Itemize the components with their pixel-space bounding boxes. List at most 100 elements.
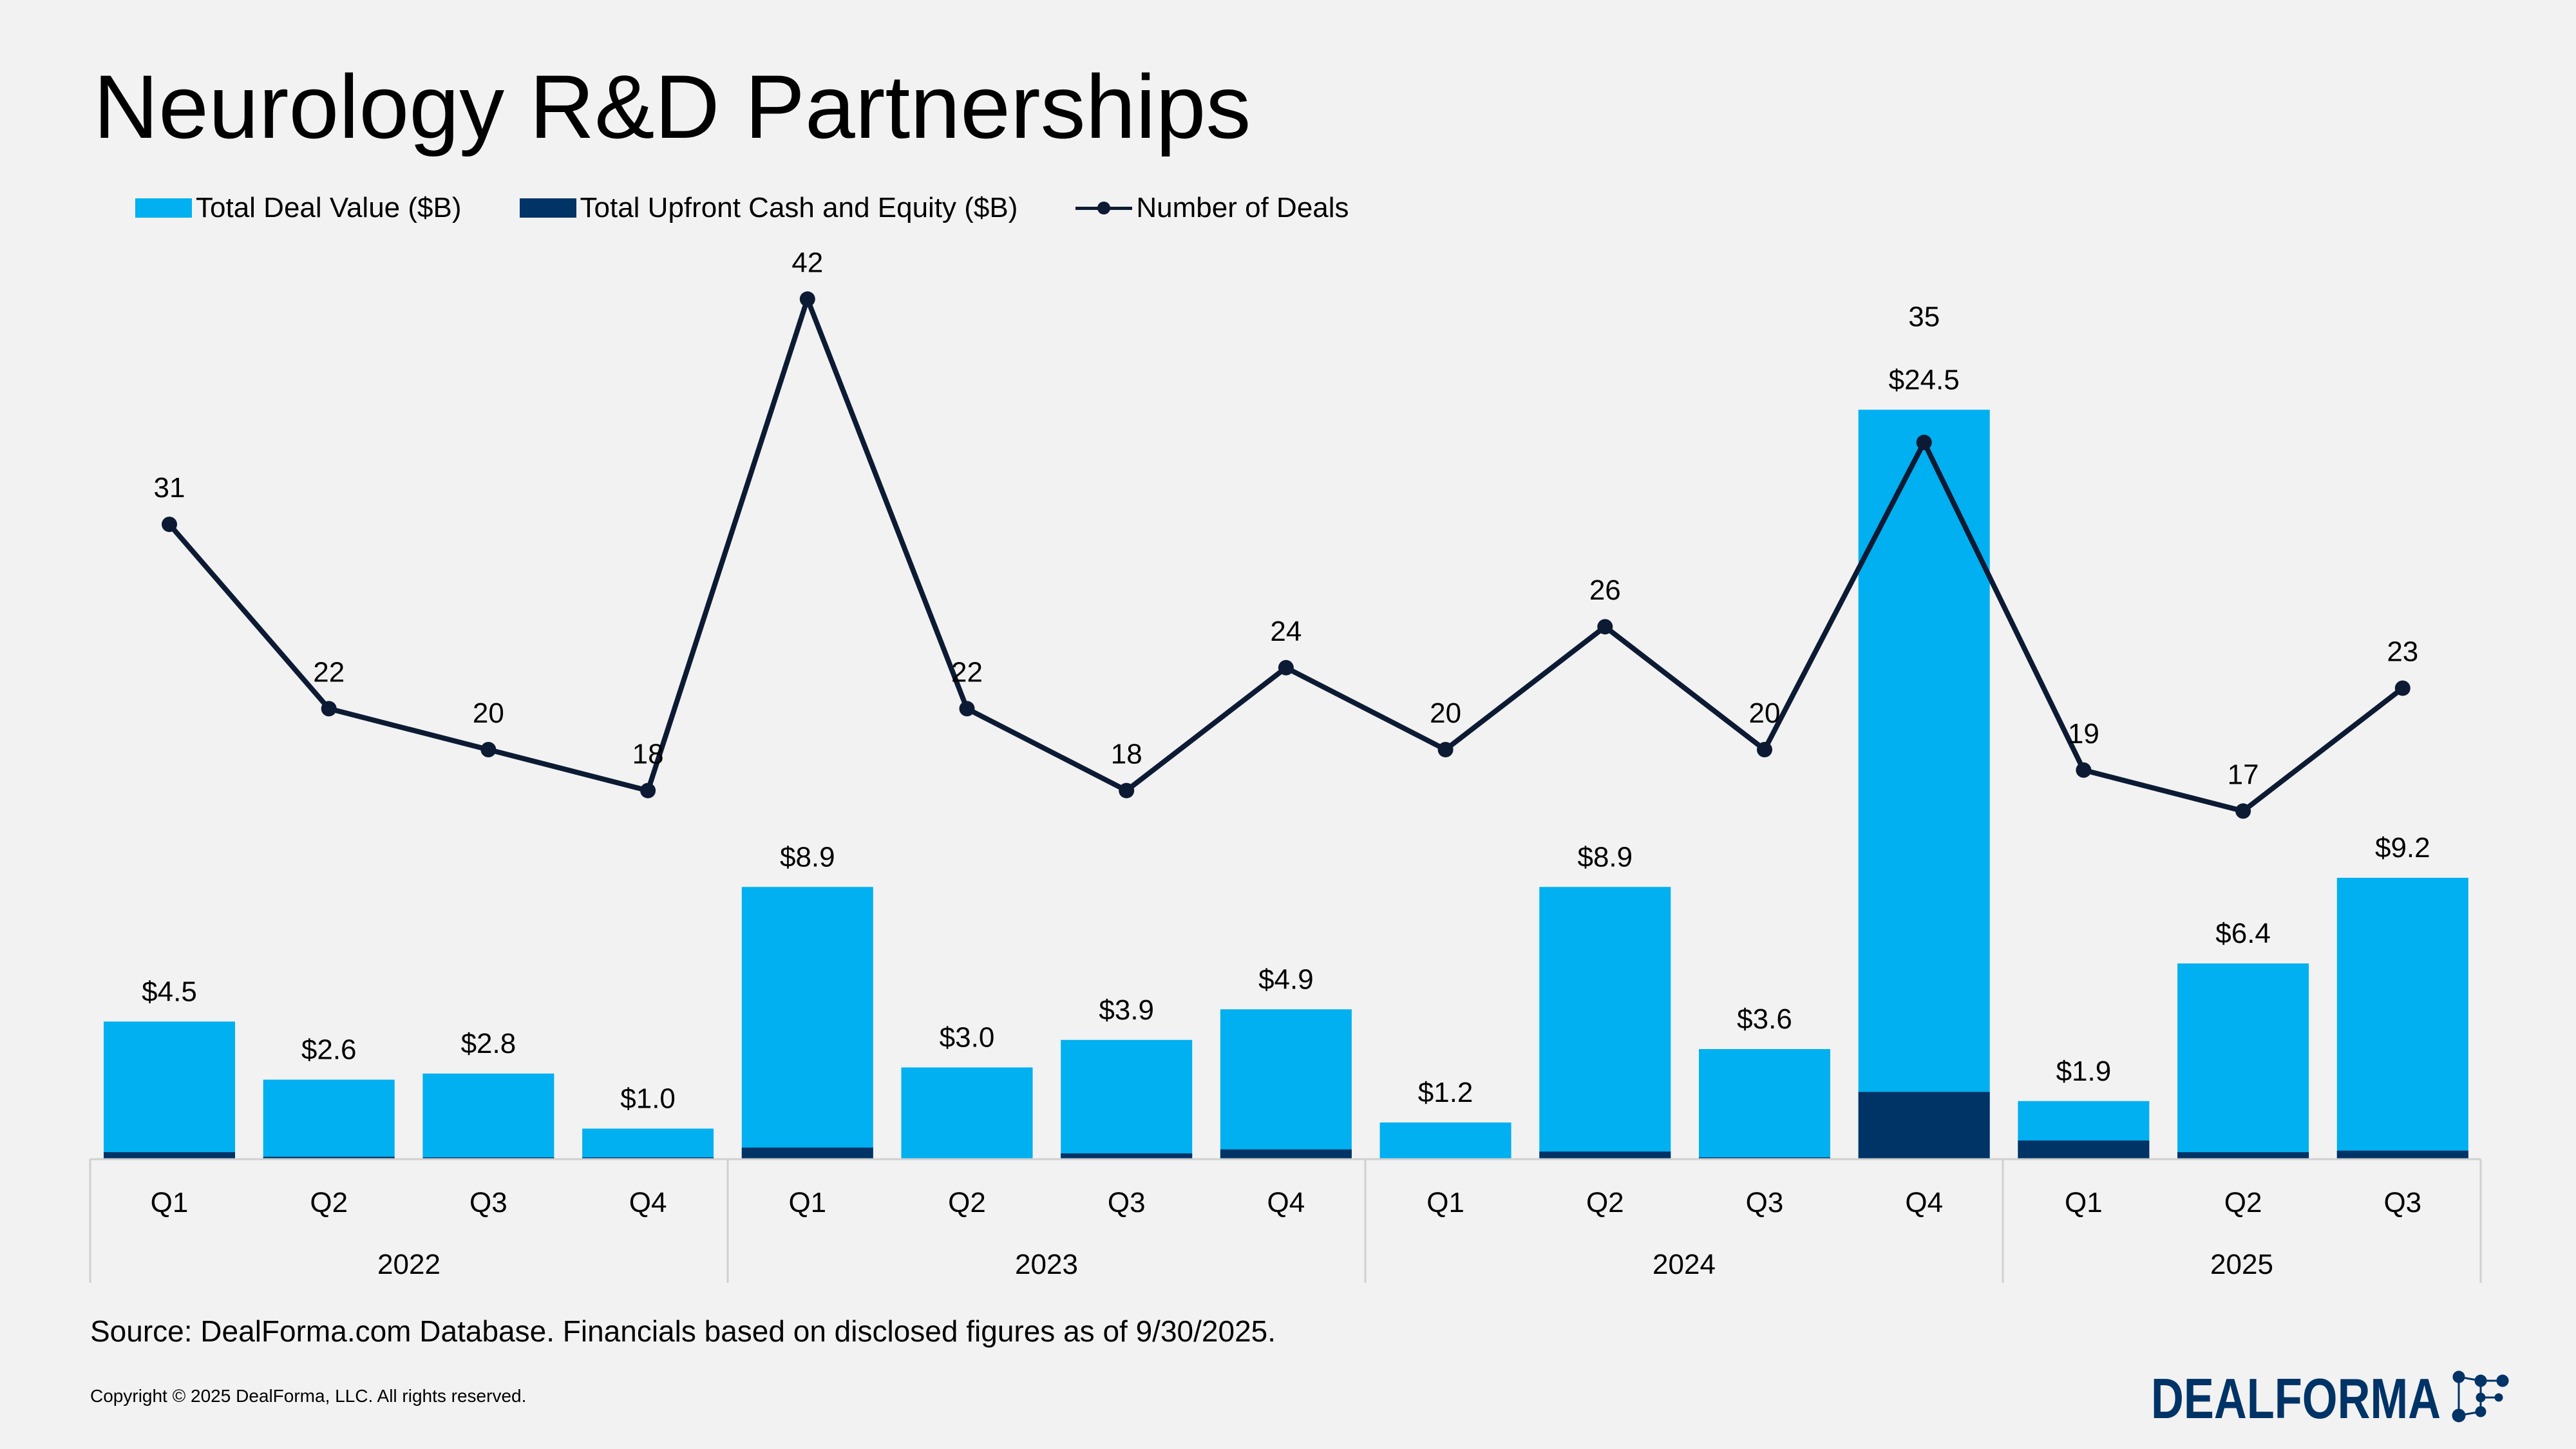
bar-total-deal-value: [741, 887, 873, 1159]
bar-total-deal-value: [1539, 887, 1671, 1159]
deals-label: 35: [1908, 301, 1940, 332]
year-label: 2023: [1015, 1249, 1078, 1280]
deals-point: [1119, 782, 1135, 799]
legend-label: Number of Deals: [1136, 192, 1349, 223]
deals-label: 20: [473, 697, 504, 729]
deals-label: 24: [1270, 616, 1302, 647]
page-title: Neurology R&D Partnerships: [93, 56, 1251, 157]
year-label: 2024: [1653, 1249, 1716, 1280]
bar-value-label: $3.9: [1099, 994, 1154, 1026]
bar-value-label: $8.9: [780, 841, 835, 873]
bar-value-label: $1.9: [2056, 1056, 2112, 1087]
deals-point: [1757, 742, 1772, 757]
source-note: Source: DealForma.com Database. Financia…: [90, 1314, 1276, 1348]
bar-total-deal-value: [104, 1021, 235, 1159]
x-tick-label: Q4: [1905, 1187, 1943, 1218]
deals-point: [1278, 659, 1294, 676]
deals-label: 42: [791, 247, 823, 278]
x-tick-label: Q1: [1426, 1187, 1464, 1218]
deals-point: [799, 291, 815, 307]
deals-label: 20: [1430, 697, 1461, 729]
bar-value-label: $24.5: [1889, 364, 1960, 395]
dealforma-logo: DEALFORMA: [2151, 1367, 2509, 1430]
x-tick-label: Q2: [2224, 1187, 2262, 1218]
bar-value-label: $8.9: [1577, 841, 1633, 873]
bar-upfront: [1061, 1153, 1193, 1159]
x-tick-label: Q2: [1586, 1187, 1624, 1218]
bar-value-label: $2.6: [301, 1034, 357, 1066]
legend-label: Total Deal Value ($B): [196, 192, 462, 223]
deals-point: [1916, 435, 1932, 450]
x-tick-label: Q1: [2065, 1187, 2103, 1218]
deals-point: [640, 782, 656, 799]
bar-value-label: $4.5: [142, 976, 197, 1007]
bar-value-label: $1.0: [620, 1083, 676, 1115]
bar-total-deal-value: [2336, 878, 2468, 1159]
x-tick-label: Q3: [1108, 1187, 1146, 1218]
bar-value-label: $6.4: [2215, 918, 2271, 949]
x-tick-label: Q2: [310, 1187, 348, 1218]
x-tick-label: Q3: [2383, 1187, 2421, 1218]
legend-swatch-upfront: [519, 198, 576, 218]
bar-total-deal-value: [582, 1128, 714, 1159]
deals-point: [2076, 762, 2092, 778]
x-tick-label: Q2: [948, 1187, 986, 1218]
bar-value-label: $4.9: [1258, 963, 1314, 995]
bar-total-deal-value: [1699, 1049, 1830, 1159]
x-tick-label: Q4: [1267, 1187, 1305, 1218]
bar-upfront: [741, 1147, 873, 1159]
svg-text:DEALFORMA: DEALFORMA: [2151, 1367, 2441, 1430]
x-tick-label: Q1: [151, 1187, 189, 1218]
deals-point: [480, 742, 497, 757]
legend-swatch-total: [135, 198, 192, 218]
legend-swatch-line: [1075, 198, 1133, 218]
bar-total-deal-value: [422, 1074, 554, 1159]
deals-point: [2394, 680, 2410, 696]
bar-value-label: $2.8: [461, 1028, 516, 1059]
deals-point: [321, 701, 337, 717]
bar-upfront: [263, 1157, 395, 1159]
legend-item-total-deal-value: Total Deal Value ($B): [135, 192, 462, 224]
deals-label: 22: [951, 656, 983, 688]
deals-point: [959, 701, 975, 717]
bar-value-label: $9.2: [2375, 832, 2430, 864]
deals-label: 19: [2068, 718, 2099, 750]
deals-label: 20: [1749, 697, 1781, 729]
legend-item-upfront: Total Upfront Cash and Equity ($B): [519, 192, 1018, 224]
bar-upfront: [2018, 1141, 2150, 1159]
bar-upfront: [2177, 1152, 2309, 1159]
x-tick-label: Q1: [788, 1187, 826, 1218]
bar-total-deal-value: [1220, 1009, 1352, 1159]
deals-label: 17: [2228, 759, 2259, 790]
bar-upfront: [1539, 1151, 1671, 1159]
legend-item-deals: Number of Deals: [1075, 192, 1349, 224]
legend-label: Total Upfront Cash and Equity ($B): [580, 192, 1018, 223]
deals-label: 18: [632, 739, 664, 770]
bar-upfront: [104, 1152, 235, 1159]
bar-total-deal-value: [901, 1067, 1033, 1159]
x-tick-label: Q3: [469, 1187, 507, 1218]
bar-upfront: [1220, 1149, 1352, 1159]
deals-point: [2235, 803, 2251, 819]
legend: Total Deal Value ($B) Total Upfront Cash…: [135, 192, 1407, 224]
deals-label: 23: [2387, 636, 2418, 668]
deals-label: 22: [313, 656, 345, 688]
year-label: 2025: [2210, 1249, 2273, 1280]
deals-label: 18: [1111, 739, 1142, 770]
bar-total-deal-value: [1858, 410, 1990, 1159]
bar-upfront: [1858, 1092, 1990, 1159]
x-tick-label: Q3: [1746, 1187, 1784, 1218]
bar-value-label: $1.2: [1418, 1077, 1473, 1108]
deals-point: [162, 516, 177, 533]
year-label: 2022: [377, 1249, 440, 1280]
bar-value-label: $3.6: [1737, 1003, 1792, 1035]
bar-total-deal-value: [1061, 1039, 1193, 1159]
bar-total-deal-value: [1379, 1122, 1511, 1159]
bar-total-deal-value: [263, 1079, 395, 1159]
bar-upfront: [2336, 1150, 2468, 1159]
copyright: Copyright © 2025 DealForma, LLC. All rig…: [90, 1386, 527, 1406]
deals-label: 26: [1589, 574, 1621, 606]
x-tick-label: Q4: [629, 1187, 667, 1218]
bar-total-deal-value: [2177, 963, 2309, 1159]
deals-point: [1437, 742, 1454, 757]
